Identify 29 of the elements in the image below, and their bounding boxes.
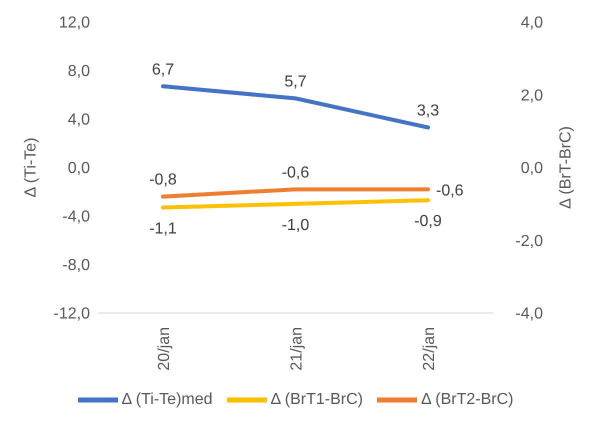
legend-label: Δ (BrT2-BrC) bbox=[420, 391, 514, 409]
data-label: 6,7 bbox=[152, 61, 174, 78]
y2-tick-label: -4,0 bbox=[515, 306, 544, 323]
y-tick-label: 12,0 bbox=[58, 14, 90, 32]
x-tick-label: 22/jan bbox=[421, 327, 438, 371]
legend-label: Δ (BrT1-BrC) bbox=[270, 391, 363, 409]
data-label: 3,3 bbox=[416, 102, 440, 120]
data-label: -0,8 bbox=[149, 172, 177, 189]
y2-tick-label: 2,0 bbox=[520, 87, 544, 104]
x-tick-label: 21/jan bbox=[288, 327, 306, 371]
y-tick-label: 8,0 bbox=[68, 63, 90, 80]
y-tick-label: -8,0 bbox=[62, 257, 90, 274]
y-tick-label: 0,0 bbox=[68, 160, 90, 178]
y-axis-title: Δ (Ti-Te) bbox=[22, 138, 40, 198]
y2-axis-title: Δ (BrT-BrC) bbox=[558, 126, 575, 209]
data-label: -1,1 bbox=[149, 220, 177, 238]
data-label: -1,0 bbox=[282, 216, 310, 234]
data-label: 5,7 bbox=[284, 73, 307, 90]
y-tick-label: -12,0 bbox=[54, 306, 90, 323]
y-tick-label: 4,0 bbox=[68, 112, 90, 129]
y2-tick-label: 0,0 bbox=[520, 160, 544, 178]
y-tick-label: -4,0 bbox=[62, 208, 90, 226]
data-label: -0,9 bbox=[414, 213, 442, 230]
y2-tick-label: -2,0 bbox=[515, 232, 544, 250]
y2-tick-label: 4,0 bbox=[520, 14, 544, 32]
x-tick-label: 20/jan bbox=[156, 327, 173, 371]
data-label: -0,6 bbox=[282, 164, 310, 182]
legend-label: Δ (Ti-Te)med bbox=[120, 391, 213, 409]
data-label: -0,6 bbox=[436, 182, 464, 200]
